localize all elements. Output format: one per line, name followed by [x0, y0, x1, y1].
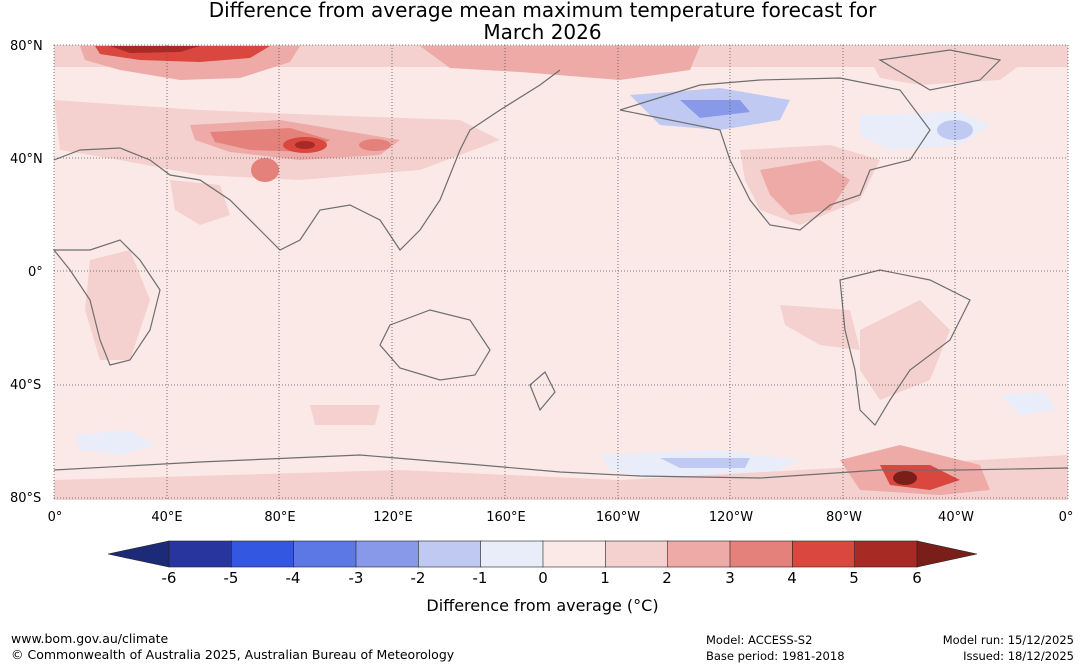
colorbar-swatch: [729, 540, 794, 568]
model-text: Model: ACCESS-S2: [706, 633, 813, 647]
colorbar-tick: -2: [410, 569, 426, 587]
lat-label-40s: 40°S: [10, 378, 42, 393]
colorbar-tick: -5: [223, 569, 239, 587]
south-atlantic-cool-area: [75, 430, 155, 455]
lon-label-80w: 80°W: [826, 510, 862, 525]
colorbar-swatch: [605, 540, 669, 568]
lat-label-80n: 80°N: [10, 39, 43, 54]
arabia-warm-area: [170, 180, 230, 225]
lon-label-120w: 120°W: [708, 510, 754, 525]
lon-label-160w: 160°W: [595, 510, 641, 525]
greenland-coast: [878, 49, 1002, 91]
antarctic-warm-band: [54, 455, 1068, 500]
south-america-warm-area: [860, 300, 950, 400]
africa-warm-area: [85, 250, 150, 360]
east-asia-warm-spot: [359, 139, 391, 151]
title-line-1: Difference from average mean maximum tem…: [208, 0, 877, 22]
himalaya-warm-spot: [251, 158, 279, 182]
colorbar-tick: -6: [161, 569, 177, 587]
colorbar-tick: 3: [725, 569, 735, 587]
colorbar-swatch: [791, 540, 856, 568]
colorbar-tick: 2: [662, 569, 672, 587]
title-line-2: March 2026: [483, 20, 602, 44]
lon-label-0-west: 0°: [47, 510, 63, 525]
colorbar-tick: -4: [285, 569, 301, 587]
arctic-warm-area: [420, 46, 700, 80]
alaska-cooler-area: [680, 100, 750, 118]
lat-label-40n: 40°N: [10, 152, 43, 167]
usa-warmer-area: [760, 160, 850, 215]
pacific-warm-area: [780, 305, 860, 350]
lat-label-0: 0°: [28, 265, 43, 280]
colorbar-swatch: [854, 540, 918, 568]
colorbar-swatch: [542, 540, 607, 568]
colorbar-swatch: [667, 540, 731, 568]
antarctica-coast: [53, 454, 1069, 479]
colorbar-swatch: [231, 540, 295, 568]
colorbar-label: Difference from average (°C): [426, 596, 659, 615]
colorbar-tick: -3: [348, 569, 364, 587]
lon-label-120e: 120°E: [373, 510, 413, 525]
colorbar-swatch: [418, 540, 482, 568]
south-atlantic-cool-spot: [1000, 392, 1055, 415]
copyright-text: © Commonwealth of Australia 2025, Austra…: [11, 647, 455, 662]
lon-label-80e: 80°E: [264, 510, 296, 525]
colorbar-swatch: [168, 540, 233, 568]
siberia-max-area: [110, 46, 200, 53]
colorbar: [107, 540, 978, 568]
graticule: [53, 44, 1069, 500]
website-link[interactable]: www.bom.gov.au/climate: [11, 631, 169, 646]
lon-label-160e: 160°E: [486, 510, 526, 525]
lon-label-40w: 40°W: [938, 510, 974, 525]
eurasia-coast: [53, 69, 561, 251]
lon-label-0-east: 0°: [1058, 510, 1074, 525]
colorbar-under-arrow: [107, 540, 170, 568]
colorbar-swatch: [355, 540, 420, 568]
colorbar-tick: 6: [912, 569, 922, 587]
indian-ocean-warm-area: [310, 405, 380, 425]
colorbar-swatch: [293, 540, 357, 568]
issued-text: Issued: 18/12/2025: [963, 649, 1074, 663]
lon-label-40e: 40°E: [151, 510, 183, 525]
base-period-text: Base period: 1981-2018: [706, 649, 845, 663]
colorbar-tick: 1: [600, 569, 610, 587]
colorbar-tick: -1: [472, 569, 488, 587]
colorbar-tick: 4: [787, 569, 797, 587]
africa-coast: [52, 239, 161, 366]
model-run-text: Model run: 15/12/2025: [942, 633, 1074, 647]
tibet-max-spot: [295, 141, 315, 149]
colorbar-tick: 0: [538, 569, 548, 587]
colorbar-over-arrow: [916, 540, 978, 568]
lat-label-80s: 80°S: [10, 491, 42, 506]
colorbar-tick: 5: [849, 569, 859, 587]
colorbar-swatch: [480, 540, 544, 568]
coastlines: [52, 49, 1069, 479]
weddell-max-spot: [893, 471, 917, 485]
south-pacific-cooler-area: [660, 458, 750, 468]
australia-coast: [379, 309, 491, 381]
north-america-coast: [619, 77, 931, 231]
new-zealand-coast: [529, 371, 556, 412]
